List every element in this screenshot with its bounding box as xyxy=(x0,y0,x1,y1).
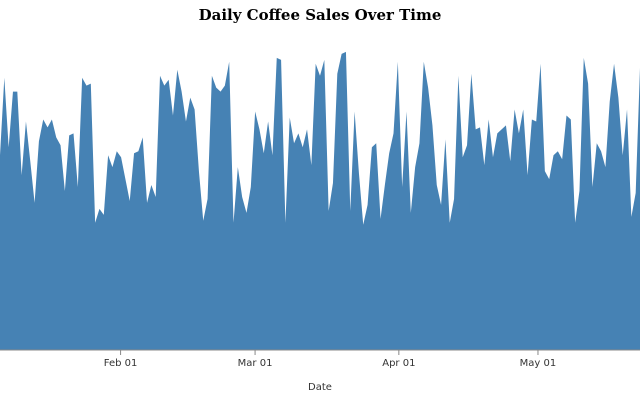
x-axis-label: Date xyxy=(308,382,332,393)
x-tick-label: Feb 01 xyxy=(104,358,138,369)
chart-title: Daily Coffee Sales Over Time xyxy=(199,6,442,24)
x-tick-label: May 01 xyxy=(520,358,557,369)
x-tick-label: Apr 01 xyxy=(382,358,415,369)
x-axis-ticks: Feb 01 Mar 01 Apr 01 May 01 xyxy=(104,350,556,369)
sales-area-series xyxy=(0,51,640,350)
x-tick-label: Mar 01 xyxy=(238,358,273,369)
